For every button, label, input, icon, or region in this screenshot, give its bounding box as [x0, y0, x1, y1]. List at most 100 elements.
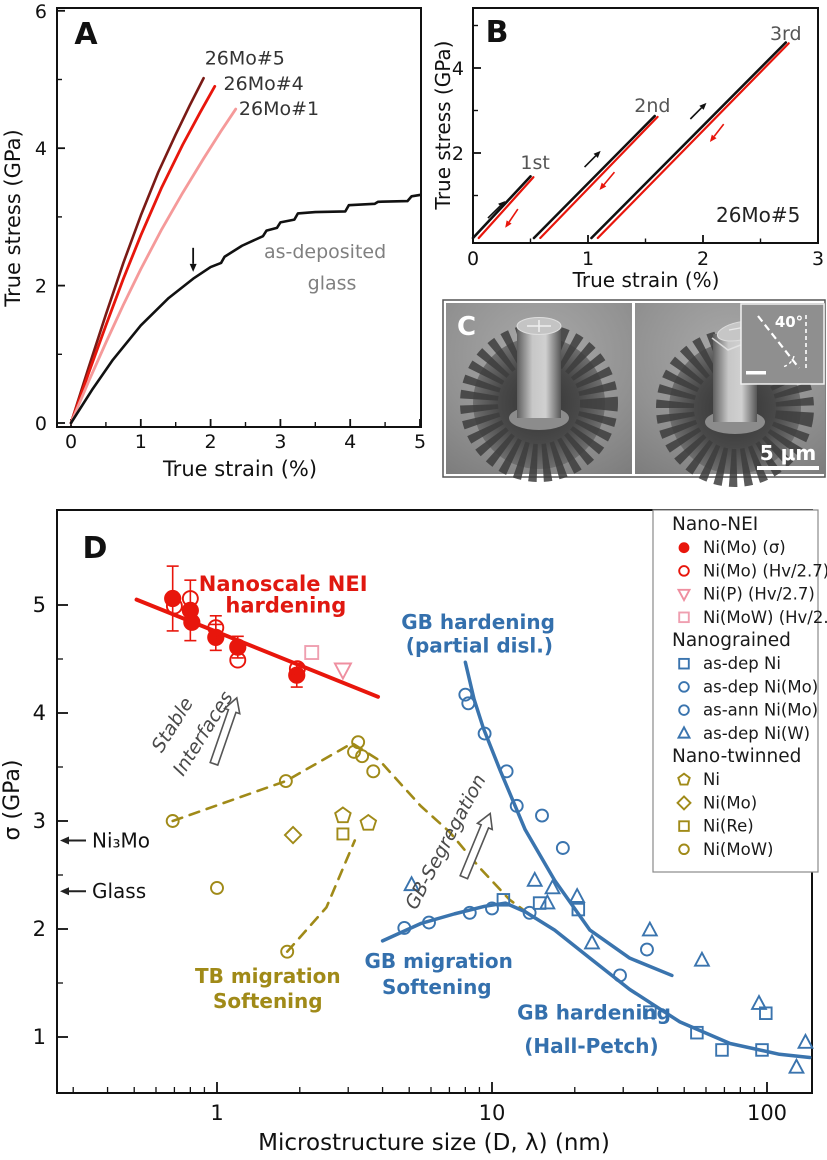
legend-item-label: as-ann Ni(Mo): [703, 701, 818, 720]
point-as-ann Ni(Mo): [485, 901, 499, 916]
x-axis-label: Microstructure size (D, λ) (nm): [258, 1130, 610, 1156]
point-as-dep Ni(W): [538, 893, 556, 910]
arrow-head: [593, 150, 601, 158]
series-26Mo#1: [69, 107, 238, 425]
arrow-head: [60, 836, 69, 845]
reference-label: Ni₃Mo: [92, 828, 150, 852]
legend-marker: [678, 820, 690, 832]
plot-frame: [56, 7, 422, 428]
annotation: Softening: [213, 989, 323, 1013]
y-tick-label: 4: [452, 58, 464, 80]
point-Ni(MoW) twin: [347, 744, 361, 759]
legend-item-label: Ni(P) (Hv/2.7): [703, 585, 815, 604]
x-tick-label: 3: [274, 431, 286, 453]
legend-marker: [676, 725, 692, 739]
y-tick-label: 2: [33, 917, 46, 941]
annotation: Softening: [382, 975, 492, 999]
x-tick-label: 0: [65, 431, 77, 453]
point-as-dep Ni: [643, 1005, 657, 1019]
arrow-head: [505, 220, 512, 228]
x-tick-label: 2: [697, 248, 709, 270]
legend-item-label: Ni(Re): [703, 817, 754, 836]
legend-group-header: Nanograined: [672, 630, 791, 651]
annotation: GB migration: [365, 949, 513, 973]
point-as-dep Ni(W): [526, 870, 544, 887]
x-tick-label: 4: [344, 431, 356, 453]
point-as-dep Ni(W): [750, 994, 768, 1010]
point-as-ann Ni(Mo): [397, 920, 412, 935]
point-Ni(Mo) (σ): [288, 666, 306, 684]
scale-bar: [757, 466, 819, 470]
panel-label-b: B: [486, 15, 509, 50]
arrow-head: [599, 182, 607, 190]
x-tick-label: 1: [135, 431, 147, 453]
arrow-head: [699, 102, 707, 110]
point-as-dep Ni(W): [568, 887, 586, 903]
point-as-dep Ni(W): [403, 875, 421, 892]
legend-marker: [678, 843, 690, 856]
cycle-label: 1st: [520, 152, 549, 174]
shear-angle-inset: 40°: [740, 303, 825, 385]
arrow-head: [709, 134, 717, 142]
point-Ni(Mo) (σ): [229, 638, 247, 656]
annotation: hardening: [225, 594, 346, 618]
x-tick-label: 100: [747, 1101, 787, 1125]
point-as-ann Ni(Mo): [462, 905, 477, 920]
series-as-deposited glass: [69, 193, 422, 425]
point-as-dep Ni: [496, 893, 511, 907]
point-as-dep Ni: [755, 1043, 769, 1057]
panel-label-d: D: [83, 531, 108, 566]
cycle-label: 2nd: [634, 95, 670, 117]
x-tick-label: 3: [812, 248, 824, 270]
annotation: as-deposited: [264, 241, 386, 263]
point-Ni(Re): [336, 827, 350, 841]
legend-marker: [676, 588, 692, 603]
y-axis-label: True stress (GPa): [431, 41, 455, 211]
legend-marker: [678, 565, 690, 577]
legend-item-label: as-dep Ni(Mo): [703, 677, 818, 696]
point-as-dep Ni(W): [641, 920, 659, 937]
legend-marker: [678, 681, 690, 693]
point-Ni(MoW) twin: [278, 774, 293, 788]
arrow-shaft: [487, 205, 501, 219]
reference-label: Glass: [92, 879, 146, 903]
x-tick-label: 1: [582, 248, 594, 270]
panel-b-chart: 0 1 2 3 2 4 True strain (%) True stress (GPa) 1s…: [431, 7, 824, 292]
point-as-ann Ni(Mo): [422, 915, 436, 930]
arrow-shaft: [583, 155, 597, 168]
point-as-dep Ni(Mo): [509, 798, 524, 813]
arrow-shaft: [713, 123, 725, 137]
scale-bar-label: 5 μm: [760, 441, 816, 465]
panel-c-micrographs: C 40° 5 μm: [442, 299, 826, 487]
arrow-head: [60, 887, 69, 896]
hollow-arrow: [459, 811, 494, 880]
y-axis-label: σ (GPa): [0, 760, 25, 841]
y-tick-label: 0: [35, 413, 47, 435]
point-as-ann Ni(Mo): [613, 968, 627, 983]
legend-marker: [678, 704, 690, 716]
point-Ni(Mo) (Hv/2.7): [288, 660, 306, 678]
legend-marker: [676, 795, 692, 811]
line-TB path rising: [171, 741, 537, 920]
legend-item-label: as-dep Ni: [703, 654, 781, 673]
point-Ni(Mo) (Hv/2.7): [165, 597, 183, 615]
y-tick-label: 4: [33, 701, 46, 725]
arrow-head: [189, 263, 197, 272]
annotation: 26Mo#4: [224, 73, 304, 95]
legend-marker: [678, 657, 690, 670]
unload-1st: [477, 176, 535, 240]
legend-item-label: Ni(Mo) (σ): [703, 538, 786, 557]
legend-item-label: Ni(MoW): [703, 840, 773, 859]
point-as-dep Ni(Mo): [640, 942, 654, 957]
x-tick-label: 0: [467, 248, 479, 270]
panel-label-a: A: [74, 17, 98, 52]
arrow-shaft: [508, 208, 519, 223]
panel-c-label: C: [457, 312, 476, 342]
point-as-dep Ni: [715, 1043, 729, 1057]
panel-a-chart: 0 1 2 3 4 5 0 2 4 6 True strain (%) True stress (GP…: [1, 1, 426, 481]
point-as-dep Ni: [690, 1025, 704, 1040]
y-axis-label: True stress (GPa): [1, 129, 25, 307]
point-as-dep Ni(W): [796, 1032, 814, 1049]
unload-2nd: [539, 115, 659, 240]
